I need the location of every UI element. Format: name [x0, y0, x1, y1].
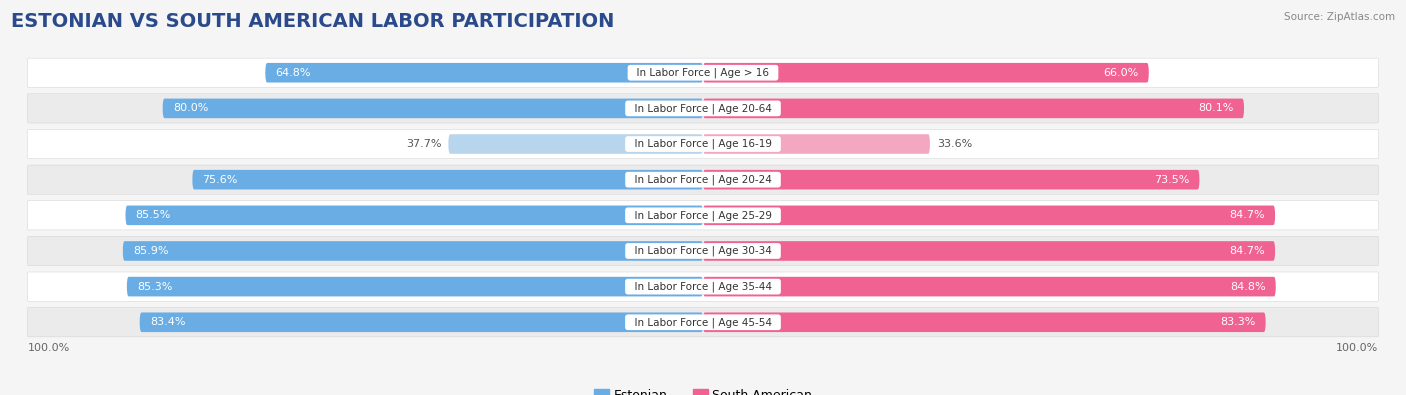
Text: 75.6%: 75.6%	[202, 175, 238, 185]
FancyBboxPatch shape	[139, 312, 703, 332]
FancyBboxPatch shape	[28, 236, 1378, 265]
Text: 66.0%: 66.0%	[1104, 68, 1139, 78]
Text: 100.0%: 100.0%	[28, 343, 70, 353]
Text: 37.7%: 37.7%	[406, 139, 441, 149]
Text: 84.7%: 84.7%	[1229, 246, 1265, 256]
FancyBboxPatch shape	[127, 277, 703, 296]
Text: In Labor Force | Age 35-44: In Labor Force | Age 35-44	[627, 281, 779, 292]
FancyBboxPatch shape	[703, 241, 1275, 261]
FancyBboxPatch shape	[449, 134, 703, 154]
Text: Source: ZipAtlas.com: Source: ZipAtlas.com	[1284, 12, 1395, 22]
Text: 83.4%: 83.4%	[150, 317, 186, 327]
FancyBboxPatch shape	[703, 312, 1265, 332]
FancyBboxPatch shape	[703, 277, 1275, 296]
Text: 85.3%: 85.3%	[136, 282, 173, 292]
FancyBboxPatch shape	[703, 63, 1149, 83]
FancyBboxPatch shape	[28, 272, 1378, 301]
Text: 85.9%: 85.9%	[134, 246, 169, 256]
FancyBboxPatch shape	[28, 201, 1378, 230]
FancyBboxPatch shape	[266, 63, 703, 83]
Text: In Labor Force | Age 30-34: In Labor Force | Age 30-34	[628, 246, 778, 256]
FancyBboxPatch shape	[28, 58, 1378, 87]
Text: 100.0%: 100.0%	[1336, 343, 1378, 353]
Text: 84.7%: 84.7%	[1229, 210, 1265, 220]
FancyBboxPatch shape	[125, 205, 703, 225]
Text: ESTONIAN VS SOUTH AMERICAN LABOR PARTICIPATION: ESTONIAN VS SOUTH AMERICAN LABOR PARTICI…	[11, 12, 614, 31]
Text: 73.5%: 73.5%	[1154, 175, 1189, 185]
FancyBboxPatch shape	[703, 134, 929, 154]
Text: In Labor Force | Age 20-64: In Labor Force | Age 20-64	[628, 103, 778, 114]
Legend: Estonian, South American: Estonian, South American	[593, 389, 813, 395]
Text: In Labor Force | Age 20-24: In Labor Force | Age 20-24	[628, 175, 778, 185]
FancyBboxPatch shape	[703, 170, 1199, 190]
Text: 80.1%: 80.1%	[1198, 103, 1234, 113]
Text: 84.8%: 84.8%	[1230, 282, 1265, 292]
FancyBboxPatch shape	[28, 308, 1378, 337]
Text: 85.5%: 85.5%	[135, 210, 172, 220]
FancyBboxPatch shape	[122, 241, 703, 261]
FancyBboxPatch shape	[28, 165, 1378, 194]
Text: 80.0%: 80.0%	[173, 103, 208, 113]
Text: In Labor Force | Age 45-54: In Labor Force | Age 45-54	[627, 317, 779, 327]
Text: 83.3%: 83.3%	[1220, 317, 1256, 327]
Text: 64.8%: 64.8%	[276, 68, 311, 78]
Text: In Labor Force | Age > 16: In Labor Force | Age > 16	[630, 68, 776, 78]
FancyBboxPatch shape	[28, 130, 1378, 159]
Text: 33.6%: 33.6%	[936, 139, 972, 149]
FancyBboxPatch shape	[163, 99, 703, 118]
FancyBboxPatch shape	[28, 94, 1378, 123]
Text: In Labor Force | Age 25-29: In Labor Force | Age 25-29	[627, 210, 779, 220]
FancyBboxPatch shape	[703, 205, 1275, 225]
FancyBboxPatch shape	[703, 99, 1244, 118]
FancyBboxPatch shape	[193, 170, 703, 190]
Text: In Labor Force | Age 16-19: In Labor Force | Age 16-19	[627, 139, 779, 149]
